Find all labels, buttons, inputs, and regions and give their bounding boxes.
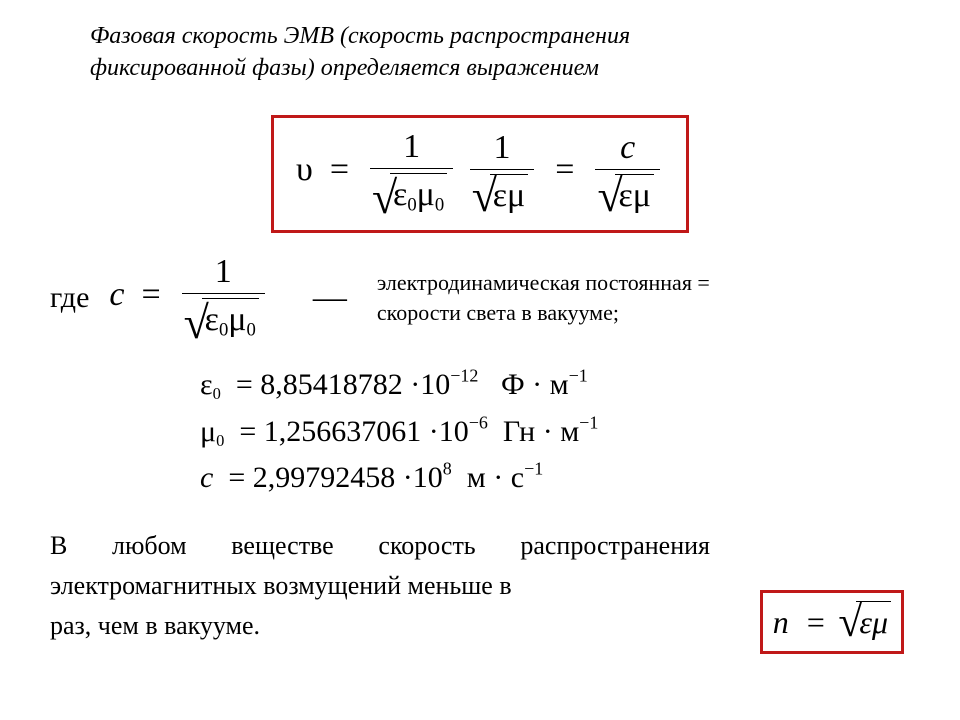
- frac3-num: c: [595, 129, 660, 169]
- final-paragraph: В любом веществе скорость распространени…: [50, 526, 710, 647]
- main-formula-box: υ = 1 √ε0μ0 1 √εμ = c: [271, 115, 689, 234]
- dash: —: [289, 279, 357, 317]
- frac-3: c √εμ: [595, 129, 660, 215]
- sqrt-eps0mu0: √ε0μ0: [376, 173, 447, 217]
- frac-2: 1 √εμ: [470, 129, 535, 215]
- sqrt-epsmu-1: √εμ: [476, 174, 529, 215]
- constants-block: ε0 = 8,85418782 ·10−12 Ф · м−1 μ0 = 1,25…: [200, 362, 910, 502]
- eps0-row: ε0 = 8,85418782 ·10−12 Ф · м−1: [200, 362, 910, 409]
- refractive-index-box: n = √εμ: [760, 590, 904, 654]
- frac2-num: 1: [470, 129, 535, 169]
- mu0-row: μ0 = 1,256637061 ·10−6 Гн · м−1: [200, 409, 910, 456]
- frac1-num: 1: [370, 128, 453, 168]
- sqrt-epsmu-n: √εμ: [842, 601, 891, 641]
- frac-1: 1 √ε0μ0: [370, 128, 453, 217]
- intro-text: Фазовая скорость ЭМВ (скорость распростр…: [90, 20, 910, 85]
- c-row: c = 2,99792458 ·108 м · с−1: [200, 455, 910, 502]
- intro-line1: Фазовая скорость ЭМВ (скорость распростр…: [90, 23, 630, 49]
- sqrt-epsmu-2: √εμ: [601, 174, 654, 215]
- main-equation: υ = 1 √ε0μ0 1 √εμ = c: [296, 151, 664, 188]
- c-description: электродинамическая постоянная = скорост…: [377, 268, 710, 327]
- c-definition-row: где c = 1 √ε0μ0 — электродинамическая по…: [50, 253, 910, 342]
- sqrt-eps0mu0-c: √ε0μ0: [188, 298, 259, 342]
- where-label: где: [50, 281, 89, 315]
- intro-line2: фиксированной фазы) определяется выражен…: [90, 55, 599, 81]
- n-equation: n = √εμ: [773, 604, 891, 640]
- upsilon: υ: [296, 151, 313, 188]
- c-equation: c = 1 √ε0μ0: [109, 253, 268, 342]
